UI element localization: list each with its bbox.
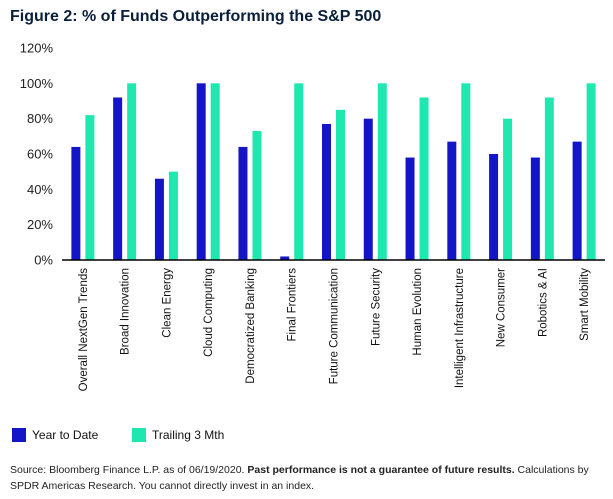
bar-trailing-3-mth	[127, 83, 137, 260]
legend-label-ytd: Year to Date	[32, 428, 99, 442]
bar-trailing-3-mth	[168, 171, 178, 260]
bar-trailing-3-mth	[503, 118, 513, 260]
bar-trailing-3-mth	[377, 83, 387, 260]
x-tick-label: Cloud Computing	[203, 268, 215, 357]
x-tick-label: Human Evolution	[412, 268, 424, 356]
y-tick-label: 60%	[27, 147, 53, 162]
x-tick-label: Smart Mobility	[579, 268, 591, 341]
y-tick-label: 20%	[27, 217, 53, 232]
bar-year-to-date	[196, 83, 206, 260]
y-tick-label: 0%	[34, 253, 53, 268]
x-tick-label: Clean Energy	[161, 268, 173, 338]
x-tick-label: Democratized Banking	[245, 268, 257, 384]
x-tick-label: Broad Innovation	[120, 268, 132, 355]
bar-year-to-date	[363, 118, 373, 260]
x-tick-label: Final Frontiers	[287, 268, 299, 342]
bar-year-to-date	[489, 154, 499, 260]
y-tick-label: 100%	[20, 76, 54, 91]
bar-year-to-date	[447, 141, 457, 260]
y-axis-ticks: 0% 20% 40% 60% 80% 100% 120%	[20, 41, 54, 268]
bar-trailing-3-mth	[85, 115, 95, 260]
y-tick-label: 120%	[20, 41, 54, 56]
source-text-start: Source: Bloomberg Finance L.P. as of 06/…	[10, 464, 245, 476]
x-axis-labels: Overall NextGen Trends Broad Innovation Cl…	[78, 268, 591, 392]
bar-trailing-3-mth	[294, 83, 304, 260]
x-tick-label: Robotics & AI	[537, 268, 549, 337]
legend-swatch-ytd	[12, 428, 26, 442]
y-tick-label: 80%	[27, 111, 53, 126]
bar-year-to-date	[113, 97, 123, 260]
bar-year-to-date	[71, 146, 81, 260]
bar-year-to-date	[530, 157, 540, 260]
x-tick-label: Future Security	[370, 268, 382, 346]
legend-swatch-trailing	[132, 428, 146, 442]
source-text-disclaimer: Past performance is not a guarantee of f…	[247, 464, 515, 476]
bar-trailing-3-mth	[586, 83, 596, 260]
x-tick-label: Overall NextGen Trends	[78, 268, 90, 392]
bar-trailing-3-mth	[252, 131, 262, 260]
bar-year-to-date	[405, 157, 415, 260]
bar-trailing-3-mth	[419, 97, 429, 260]
bar-trailing-3-mth	[461, 83, 471, 260]
bars	[71, 83, 596, 260]
bar-year-to-date	[154, 178, 164, 260]
legend-label-trailing: Trailing 3 Mth	[152, 428, 225, 442]
bar-year-to-date	[572, 141, 582, 260]
bar-trailing-3-mth	[336, 109, 345, 260]
source-text-end: Calculations by SPDR Americas Research. …	[10, 464, 589, 492]
x-tick-label: Intelligent Infrastructure	[454, 268, 466, 388]
bar-year-to-date	[322, 123, 331, 260]
x-tick-label: New Consumer	[496, 268, 508, 347]
bar-chart: 0% 20% 40% 60% 80% 100% 120% Overall NextGen T…	[20, 41, 605, 392]
bar-year-to-date	[238, 146, 248, 260]
source-note: Source: Bloomberg Finance L.P. as of 06/…	[10, 462, 605, 494]
y-tick-label: 40%	[27, 182, 53, 197]
x-tick-label: Future Communication	[329, 268, 341, 384]
bar-trailing-3-mth	[544, 97, 554, 260]
bar-year-to-date	[280, 256, 290, 260]
chart-title: Figure 2: % of Funds Outperforming the S…	[10, 8, 382, 25]
bar-trailing-3-mth	[210, 83, 220, 260]
